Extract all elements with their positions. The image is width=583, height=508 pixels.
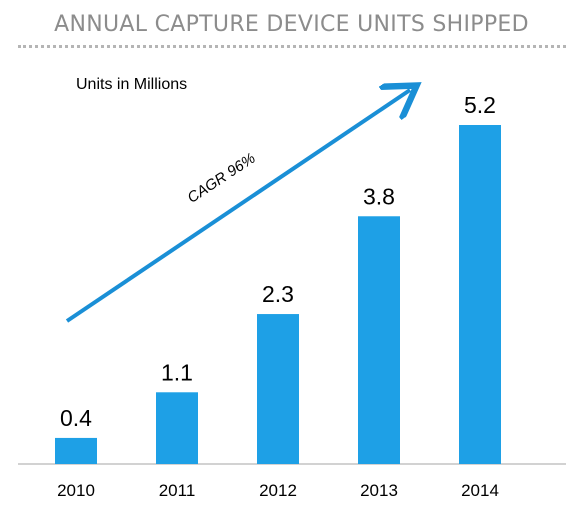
x-tick-label-2013: 2013 (360, 481, 398, 500)
bar-2012 (257, 314, 299, 464)
cagr-arrow (65, 90, 410, 323)
bar-2014 (459, 125, 501, 464)
data-label-2010: 0.4 (60, 405, 92, 431)
x-tick-label-2010: 2010 (57, 481, 95, 500)
units-label: Units in Millions (76, 76, 188, 93)
data-label-2014: 5.2 (464, 92, 496, 118)
title-divider (18, 45, 566, 48)
x-tick-label-2014: 2014 (461, 481, 499, 500)
data-label-2013: 3.8 (363, 183, 395, 209)
chart-title: ANNUAL CAPTURE DEVICE UNITS SHIPPED (54, 12, 529, 37)
data-label-2012: 2.3 (262, 281, 294, 307)
x-tick-label-2011: 2011 (159, 481, 196, 500)
bar-2010 (55, 437, 97, 464)
x-tick-label-2012: 2012 (259, 481, 297, 500)
bar-2011 (156, 392, 198, 464)
data-label-2011: 1.1 (161, 359, 193, 385)
bar-2013 (358, 216, 400, 464)
